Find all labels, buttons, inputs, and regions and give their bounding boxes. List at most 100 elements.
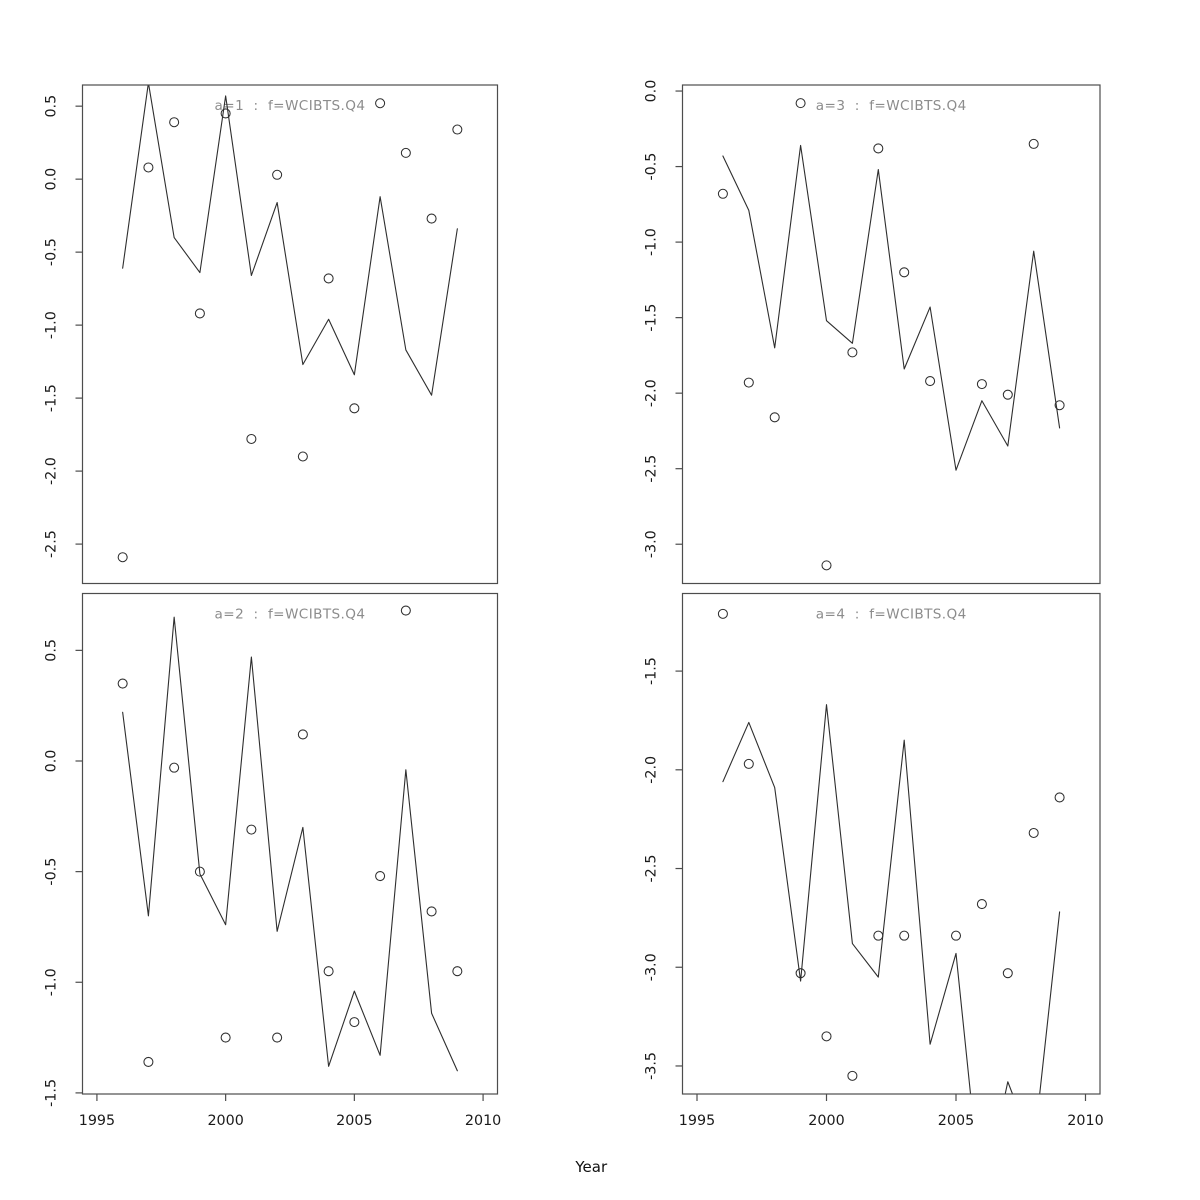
data-point xyxy=(821,1031,832,1042)
x-tick-label: 1995 xyxy=(79,1113,115,1129)
data-point xyxy=(426,906,437,917)
plot-region-a1 xyxy=(117,85,463,563)
data-point xyxy=(743,377,754,388)
y-tick-label: -1.5 xyxy=(44,1079,60,1107)
y-tick-label: 0.0 xyxy=(44,750,60,773)
x-tick-label: 2010 xyxy=(1067,1113,1103,1129)
data-point xyxy=(246,824,257,835)
x-tick-label: 2000 xyxy=(808,1113,844,1129)
data-point xyxy=(117,678,128,689)
y-tick-label: -2.0 xyxy=(44,457,60,485)
data-point xyxy=(375,98,386,109)
data-point xyxy=(769,412,780,423)
y-tick-label: -0.5 xyxy=(44,858,60,886)
panel-border xyxy=(81,84,499,585)
data-point xyxy=(169,117,180,128)
y-tick-label: -1.5 xyxy=(644,304,660,332)
y-tick-label: -3.5 xyxy=(644,1052,660,1080)
y-tick-label: -3.0 xyxy=(644,530,660,558)
y-tick-label: -2.5 xyxy=(644,455,660,483)
data-point xyxy=(873,143,884,154)
fit-line xyxy=(722,704,1061,1094)
panel-border xyxy=(681,592,1101,1095)
panel-title: a=2 : f=WCIBTS.Q4 xyxy=(215,607,366,623)
panel-border xyxy=(81,592,499,1095)
x-tick-label: 1995 xyxy=(679,1113,715,1129)
y-tick-label: -2.0 xyxy=(644,756,660,784)
data-point xyxy=(847,1070,858,1081)
data-point xyxy=(375,871,386,882)
data-point xyxy=(821,560,832,571)
data-point xyxy=(976,379,987,390)
panel-a3: a=3 : f=WCIBTS.Q4 0.0 -0.5 -1.0 -1.5 -2.0 -2.5… xyxy=(644,80,1101,585)
data-point xyxy=(1054,400,1065,411)
panel-title: a=1 : f=WCIBTS.Q4 xyxy=(215,98,366,114)
x-tick-label: 2005 xyxy=(938,1113,974,1129)
data-point xyxy=(795,98,806,109)
data-point xyxy=(899,930,910,941)
data-point xyxy=(743,758,754,769)
panel-border xyxy=(681,84,1101,585)
data-point xyxy=(899,267,910,278)
y-tick-label: 0.0 xyxy=(44,168,60,191)
y-tick-label: -0.5 xyxy=(644,153,660,181)
data-point xyxy=(426,213,437,224)
data-point xyxy=(976,899,987,910)
data-point xyxy=(873,930,884,941)
data-point xyxy=(246,433,257,445)
x-tick-label: 2005 xyxy=(336,1113,372,1129)
data-point xyxy=(950,930,962,941)
y-tick-label: 0.0 xyxy=(644,80,660,103)
y-tick-label: -1.5 xyxy=(644,657,660,685)
data-point xyxy=(1054,792,1065,803)
data-point xyxy=(220,1032,231,1043)
panel-a2: a=2 : f=WCIBTS.Q4 0.5 0.0 -0.5 -1.0 -1.5 1995 2… xyxy=(44,592,501,1129)
y-tick-label: -1.0 xyxy=(44,968,60,996)
x-axis-title: Year xyxy=(574,1158,608,1176)
plot-region-a3 xyxy=(717,98,1065,571)
x-tick-label: 2010 xyxy=(465,1113,501,1129)
data-point xyxy=(1002,968,1013,979)
data-point xyxy=(452,966,463,977)
data-point xyxy=(194,866,205,877)
data-point xyxy=(143,1056,154,1067)
data-point xyxy=(143,162,154,173)
x-tick-label: 2000 xyxy=(207,1113,243,1129)
data-point xyxy=(1002,389,1013,400)
data-point xyxy=(717,188,728,199)
y-tick-label: -2.5 xyxy=(44,530,60,558)
panel-a1: a=1 : f=WCIBTS.Q4 0.5 0.0 -0.5 -1.0 -1.5 -2.0 -… xyxy=(44,84,499,585)
data-point xyxy=(400,147,411,158)
y-tick-label: 0.5 xyxy=(44,95,60,118)
data-point xyxy=(452,124,463,135)
data-point xyxy=(272,169,283,180)
y-tick-label: -3.0 xyxy=(644,953,660,981)
y-tick-label: -2.0 xyxy=(644,379,660,407)
data-point xyxy=(220,108,231,119)
data-point xyxy=(400,605,411,616)
fit-line xyxy=(122,616,458,1072)
y-tick-label: -1.0 xyxy=(44,311,60,339)
y-tick-label: -2.5 xyxy=(644,855,660,883)
data-point xyxy=(349,1017,360,1028)
data-point xyxy=(297,729,308,740)
fit-line xyxy=(722,144,1061,471)
data-point xyxy=(272,1032,283,1043)
fit-line xyxy=(122,85,458,396)
data-point xyxy=(297,451,308,462)
y-tick-label: -0.5 xyxy=(44,238,60,266)
data-point xyxy=(847,347,858,358)
data-point xyxy=(117,552,128,563)
data-point xyxy=(349,403,360,414)
data-point xyxy=(925,376,936,387)
data-point xyxy=(1028,138,1039,149)
data-point xyxy=(717,608,728,619)
data-point xyxy=(795,968,806,979)
data-point xyxy=(323,273,334,284)
plot-region-a4 xyxy=(717,608,1065,1094)
y-tick-label: -1.5 xyxy=(44,384,60,412)
data-point xyxy=(169,762,180,773)
data-point xyxy=(194,308,205,319)
